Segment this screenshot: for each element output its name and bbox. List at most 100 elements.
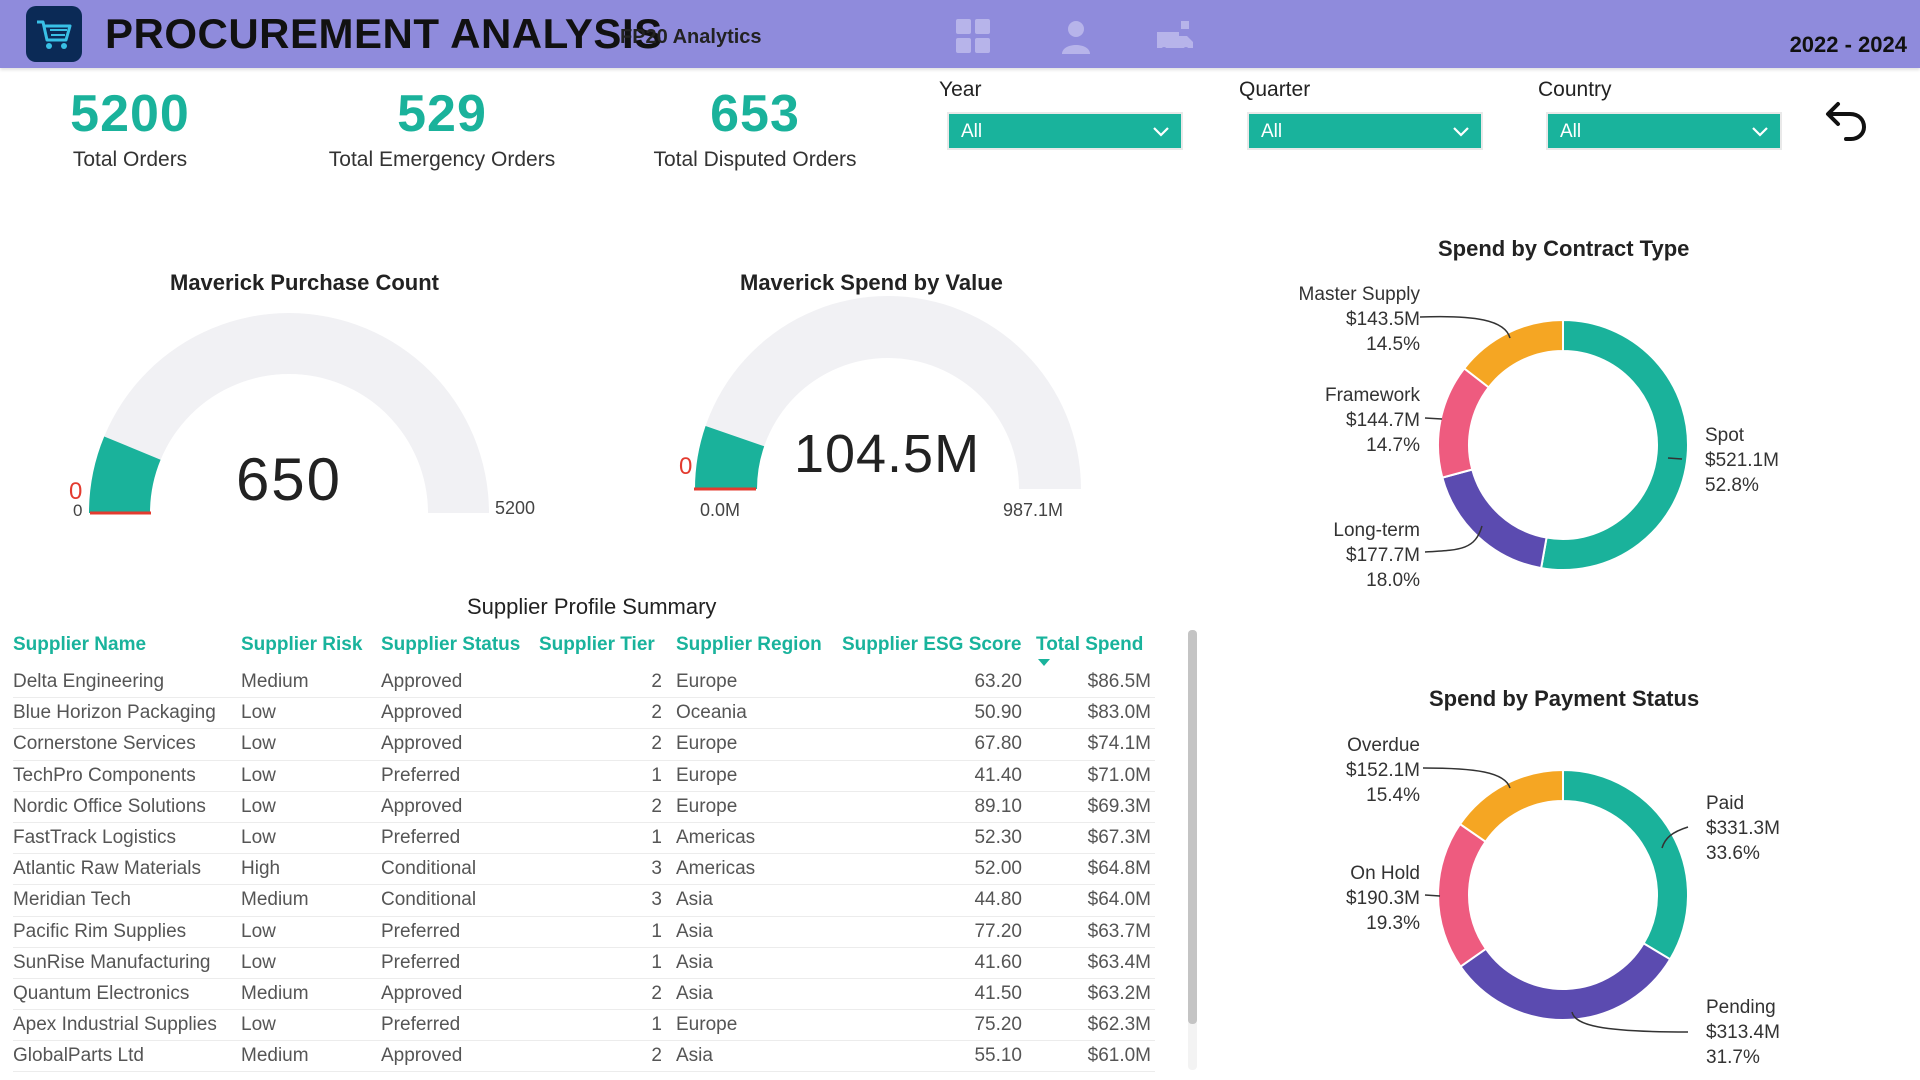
cell-supplier-risk: Low <box>241 795 276 817</box>
country-dropdown-value: All <box>1560 121 1582 142</box>
quarter-dropdown[interactable]: All <box>1247 112 1483 150</box>
donut-payment-title: Spend by Payment Status <box>1429 686 1700 711</box>
gauge-track <box>89 313 489 513</box>
donut-slice-overdue[interactable] <box>1458 768 1564 844</box>
col-header-esg-score[interactable]: Supplier ESG Score <box>842 634 1022 655</box>
cell-supplier-status: Preferred <box>381 826 461 848</box>
donut-slice-on-hold[interactable] <box>1437 822 1488 968</box>
user-icon[interactable] <box>1056 18 1096 54</box>
donut-contract-type: Master Supply $143.5M 14.5% Framework $1… <box>1299 284 1779 591</box>
cell-supplier-risk: Low <box>241 733 276 755</box>
cell-supplier-region: Americas <box>676 858 756 880</box>
col-header-supplier-tier[interactable]: Supplier Tier <box>539 634 655 655</box>
slice-amount: $143.5M <box>1346 309 1420 330</box>
country-slicer: Country All <box>1538 78 1782 150</box>
table-row[interactable]: Blue Horizon Packaging Low Approved 2 Oceani… <box>13 698 1155 730</box>
cell-supplier-region: Oceania <box>676 702 747 724</box>
table-row[interactable]: GlobalParts Ltd Medium Approved 2 Asia 55.10 $… <box>13 1041 1155 1073</box>
col-header-supplier-status[interactable]: Supplier Status <box>381 634 521 655</box>
table-row[interactable]: Delta Engineering Medium Approved 2 Europe 63… <box>13 667 1155 699</box>
table-row[interactable]: Meridian Tech Medium Conditional 3 Asia 44.80… <box>13 885 1155 917</box>
cell-supplier-name: GlobalParts Ltd <box>13 1045 144 1067</box>
slice-label-long-term: Long-term $177.7M 18.0% <box>1333 520 1420 591</box>
cell-supplier-risk: Low <box>241 826 276 848</box>
cell-supplier-risk: Low <box>241 920 276 942</box>
cell-supplier-region: Asia <box>676 951 713 973</box>
table-row[interactable]: Cornerstone Services Low Approved 2 Europe 67… <box>13 729 1155 761</box>
cell-supplier-risk: Low <box>241 702 276 724</box>
cell-supplier-tier: 2 <box>651 671 662 692</box>
slice-amount: $144.7M <box>1346 410 1420 431</box>
year-dropdown[interactable]: All <box>947 112 1183 150</box>
slice-percent: 52.8% <box>1705 475 1759 496</box>
cell-total-spend: $64.8M <box>1087 858 1151 880</box>
slice-name: Paid <box>1706 793 1744 814</box>
leader-line <box>1424 894 1441 897</box>
table-scrollbar-thumb[interactable] <box>1188 630 1197 1024</box>
slice-name: On Hold <box>1350 863 1420 884</box>
slice-percent: 14.7% <box>1366 435 1420 456</box>
cell-supplier-status: Preferred <box>381 1014 461 1036</box>
kpi-label: Total Disputed Orders <box>653 148 857 171</box>
grid-icon[interactable] <box>953 18 993 54</box>
donut-slice-framework[interactable] <box>1437 366 1491 479</box>
cell-total-spend: $63.4M <box>1087 951 1151 973</box>
donut-payment-status: Overdue $152.1M 15.4% On Hold $190.3M 19… <box>1346 735 1780 1068</box>
supplier-table: Supplier Name Supplier Risk Supplier Sta… <box>13 630 1155 1073</box>
donut-slice-spot[interactable] <box>1539 318 1689 571</box>
cell-total-spend: $67.3M <box>1087 826 1151 848</box>
country-dropdown[interactable]: All <box>1546 112 1782 150</box>
back-arrow-icon[interactable] <box>1816 92 1872 148</box>
table-row[interactable]: SunRise Manufacturing Low Preferred 1 Asia 41… <box>13 948 1155 979</box>
year-slicer-label: Year <box>939 78 982 101</box>
table-row[interactable]: Apex Industrial Supplies Low Preferred 1 Eur… <box>13 1010 1155 1042</box>
table-row[interactable]: Quantum Electronics Medium Approved 2 Asia 41… <box>13 979 1155 1011</box>
col-header-total-spend[interactable]: Total Spend <box>1036 634 1144 655</box>
year-range-label: 2022 - 2024 <box>1789 32 1907 57</box>
cell-supplier-risk: High <box>241 858 281 880</box>
truck-icon[interactable] <box>1155 18 1195 54</box>
gauge-target-label: 0 <box>679 453 692 480</box>
slice-name: Master Supply <box>1299 284 1421 305</box>
cell-supplier-name: Apex Industrial Supplies <box>13 1014 217 1036</box>
table-row[interactable]: Pacific Rim Supplies Low Preferred 1 Asia 77.… <box>13 917 1155 948</box>
cell-supplier-status: Approved <box>381 982 463 1004</box>
kpi-value: 5200 <box>70 85 190 143</box>
cell-esg-score: 44.80 <box>974 889 1022 911</box>
year-slicer: Year All <box>939 78 1183 150</box>
col-header-supplier-name[interactable]: Supplier Name <box>13 634 147 655</box>
cell-supplier-tier: 1 <box>651 951 662 973</box>
cell-supplier-status: Approved <box>381 1045 463 1067</box>
slice-label-master-supply: Master Supply $143.5M 14.5% <box>1299 284 1421 355</box>
cell-esg-score: 41.60 <box>974 951 1022 973</box>
col-header-supplier-region[interactable]: Supplier Region <box>676 634 822 655</box>
donut-slice-paid[interactable] <box>1562 768 1689 961</box>
cell-supplier-name: Nordic Office Solutions <box>13 795 206 817</box>
donut-slice-pending[interactable] <box>1459 941 1672 1021</box>
cell-supplier-tier: 2 <box>651 1045 662 1067</box>
chevron-down-icon <box>1752 127 1768 137</box>
slice-label-framework: Framework $144.7M 14.7% <box>1325 385 1421 456</box>
leader-line <box>1661 826 1689 849</box>
table-row[interactable]: Atlantic Raw Materials High Conditional 3 Am… <box>13 854 1155 886</box>
table-row[interactable]: FastTrack Logistics Low Preferred 1 Americas… <box>13 823 1155 855</box>
cell-supplier-risk: Medium <box>241 1045 309 1067</box>
table-row[interactable]: TechPro Components Low Preferred 1 Europe 41.… <box>13 761 1155 792</box>
kpi-disputed-orders: 653 Total Disputed Orders <box>625 82 885 172</box>
donut-slice-master-supply[interactable] <box>1462 318 1564 389</box>
cell-supplier-tier: 2 <box>651 702 662 724</box>
slice-label-spot: Spot $521.1M 52.8% <box>1705 425 1779 496</box>
leader-line <box>1424 525 1483 553</box>
cell-supplier-status: Conditional <box>381 889 477 911</box>
slice-percent: 33.6% <box>1706 843 1760 864</box>
donut-contract-title: Spend by Contract Type <box>1438 236 1690 261</box>
col-header-supplier-risk[interactable]: Supplier Risk <box>241 634 363 655</box>
table-row[interactable]: Nordic Office Solutions Low Approved 2 Europ… <box>13 792 1155 823</box>
cell-esg-score: 89.10 <box>974 795 1022 817</box>
kpi-label: Total Orders <box>72 148 188 171</box>
slice-name: Long-term <box>1333 520 1420 541</box>
donut-slice-long-term[interactable] <box>1441 468 1548 570</box>
cell-supplier-status: Preferred <box>381 764 461 786</box>
kpi-value: 529 <box>397 85 487 143</box>
gauge-fill <box>89 436 161 513</box>
